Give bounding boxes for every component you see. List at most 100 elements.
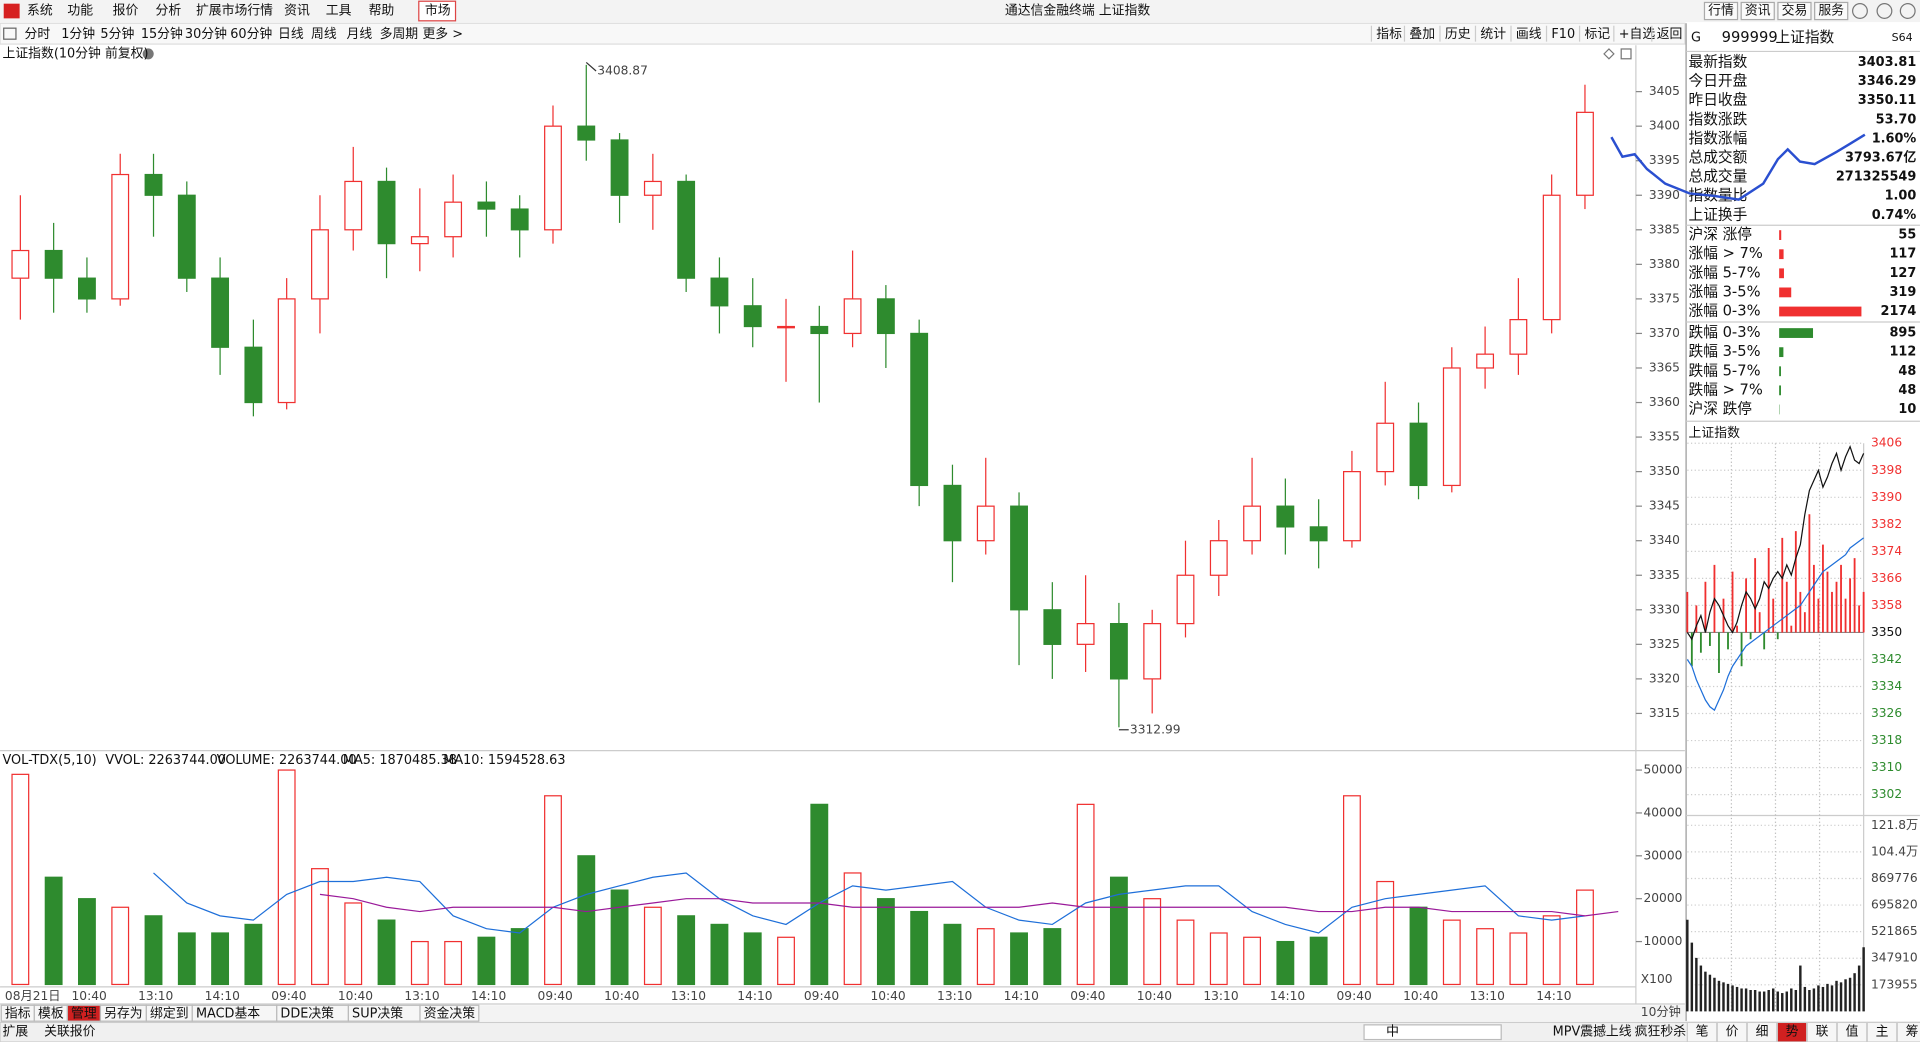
breadth-bar: [1779, 385, 1781, 396]
bottom-tab-label[interactable]: SUP决策: [352, 1005, 403, 1021]
close-button[interactable]: [1899, 3, 1916, 19]
header-button-label[interactable]: 资讯: [1745, 4, 1771, 19]
quote-value: 3793.67亿: [1845, 149, 1916, 165]
bottom-tab-label[interactable]: 资金决策: [424, 1005, 476, 1021]
header-button[interactable]: [1814, 1, 1849, 21]
menu-item[interactable]: 市场: [425, 3, 451, 19]
tool-button[interactable]: 返回: [1657, 27, 1683, 42]
view-tab-label[interactable]: 细: [1756, 1025, 1769, 1040]
maximize-button[interactable]: [1876, 3, 1893, 19]
header-button-label[interactable]: 服务: [1818, 3, 1844, 19]
menu-item[interactable]: 报价: [113, 4, 139, 19]
candle-body: [1043, 609, 1062, 645]
header-button-label[interactable]: 行情: [1708, 4, 1734, 19]
period-button[interactable]: 1分钟: [61, 26, 95, 42]
bottom-tab-label[interactable]: 绑定到: [150, 1006, 189, 1021]
market-tab[interactable]: [418, 0, 457, 22]
view-tab-label[interactable]: 笔: [1696, 1024, 1709, 1040]
price-line: [1686, 444, 1865, 641]
volume-bar: [876, 898, 895, 986]
period-button[interactable]: 多周期: [380, 27, 419, 42]
chart-option-icon[interactable]: [1620, 48, 1632, 60]
candle-body: [1509, 319, 1528, 355]
tool-button[interactable]: 标记: [1584, 27, 1610, 42]
breadth-label: 跌幅 > 7%: [1689, 381, 1763, 398]
period-button[interactable]: 分时: [25, 27, 51, 42]
tool-button[interactable]: 画线: [1516, 27, 1542, 42]
x-tick-label: 14:10: [1004, 989, 1039, 1003]
view-tab[interactable]: [1896, 1021, 1920, 1042]
y-tick-label: 3375: [1649, 291, 1680, 305]
tool-button[interactable]: F10: [1551, 27, 1575, 42]
menu-item[interactable]: 资讯: [284, 4, 310, 19]
bottom-tab-label[interactable]: MACD基本: [196, 1006, 260, 1021]
status-item[interactable]: 关联报价: [44, 1025, 96, 1040]
period-button[interactable]: 周线: [311, 27, 337, 42]
menu-item[interactable]: 分析: [156, 4, 182, 19]
window-title: 通达信金融终端 上证指数: [1005, 3, 1151, 19]
period-button[interactable]: 月线: [347, 27, 373, 42]
candle-body: [1143, 623, 1162, 680]
header-button[interactable]: [1703, 1, 1739, 21]
candle-body: [1542, 194, 1561, 321]
view-tab-label[interactable]: 价: [1726, 1025, 1739, 1040]
menu-item[interactable]: 帮助: [369, 4, 395, 19]
tool-button[interactable]: 统计: [1480, 27, 1506, 42]
view-tab-label[interactable]: 主: [1876, 1025, 1889, 1040]
y-tick-label: 3320: [1649, 671, 1680, 685]
volume-bar: [444, 940, 463, 986]
period-button[interactable]: 5分钟: [100, 26, 134, 42]
bottom-tab[interactable]: [419, 1004, 480, 1022]
bottom-tab-label[interactable]: 模板: [38, 1006, 64, 1021]
period-button[interactable]: 日线: [278, 27, 304, 42]
y-tick-label: 3302: [1871, 787, 1902, 801]
candle-body: [777, 325, 795, 329]
y-tick-label: 869776: [1871, 871, 1918, 885]
minimize-button[interactable]: [1852, 3, 1868, 19]
view-tab-label[interactable]: 联: [1816, 1025, 1829, 1040]
volume-bar: [244, 923, 263, 986]
candle-body: [643, 180, 662, 196]
view-tab-label[interactable]: 势: [1786, 1024, 1799, 1040]
status-item[interactable]: 扩展: [2, 1025, 28, 1040]
volume-bar: [943, 923, 962, 986]
period-button[interactable]: 15分钟: [141, 26, 183, 42]
tool-button[interactable]: 叠加: [1409, 27, 1435, 42]
bottom-tab-label[interactable]: 管理: [71, 1006, 97, 1021]
y-tick-label: 3350: [1649, 464, 1680, 478]
bottom-tab-label[interactable]: DDE决策: [280, 1005, 334, 1021]
view-tab-label[interactable]: 筹: [1906, 1024, 1919, 1040]
menu-item[interactable]: 功能: [67, 4, 93, 19]
header-button-label[interactable]: 交易: [1782, 3, 1808, 19]
ad-link[interactable]: MPV震撼上线: [1553, 1025, 1632, 1040]
view-tab-label[interactable]: 值: [1846, 1024, 1859, 1040]
tool-button[interactable]: 历史: [1445, 27, 1471, 42]
ad-link[interactable]: 疯狂秒杀: [1635, 1024, 1687, 1040]
bottom-tab-label[interactable]: 指标: [5, 1006, 31, 1021]
candle-body: [1076, 623, 1095, 645]
period-button[interactable]: 60分钟: [230, 26, 272, 42]
quote-label: 总成交额: [1689, 148, 1748, 166]
menu-item[interactable]: 系统: [27, 4, 53, 19]
header-button[interactable]: [1740, 1, 1775, 21]
volume-bar: [44, 876, 63, 986]
chart-option-icon[interactable]: [1603, 48, 1615, 60]
x-tick-label: 13:10: [404, 989, 439, 1003]
volume-bar: [1309, 936, 1328, 986]
candle-body: [843, 298, 862, 335]
x-tick-label: 10:40: [338, 989, 373, 1003]
candle-body: [1376, 422, 1395, 473]
menu-item[interactable]: 扩展市场行情: [196, 3, 273, 19]
period-button[interactable]: 30分钟: [185, 26, 227, 42]
menu-item[interactable]: 工具: [326, 4, 352, 19]
header-button[interactable]: [1777, 1, 1812, 21]
more-button[interactable]: 更多 >: [422, 27, 463, 42]
y-tick-label: 3342: [1871, 652, 1902, 666]
x-tick-label: 09:40: [271, 989, 306, 1003]
candle-body: [910, 332, 929, 487]
bottom-tab-label[interactable]: 另存为: [104, 1006, 143, 1021]
tool-button[interactable]: 指标: [1376, 27, 1402, 42]
tool-button[interactable]: +自选: [1619, 27, 1656, 42]
chart-option-icon[interactable]: [142, 48, 154, 60]
y-tick-label: 10000: [1643, 934, 1682, 948]
